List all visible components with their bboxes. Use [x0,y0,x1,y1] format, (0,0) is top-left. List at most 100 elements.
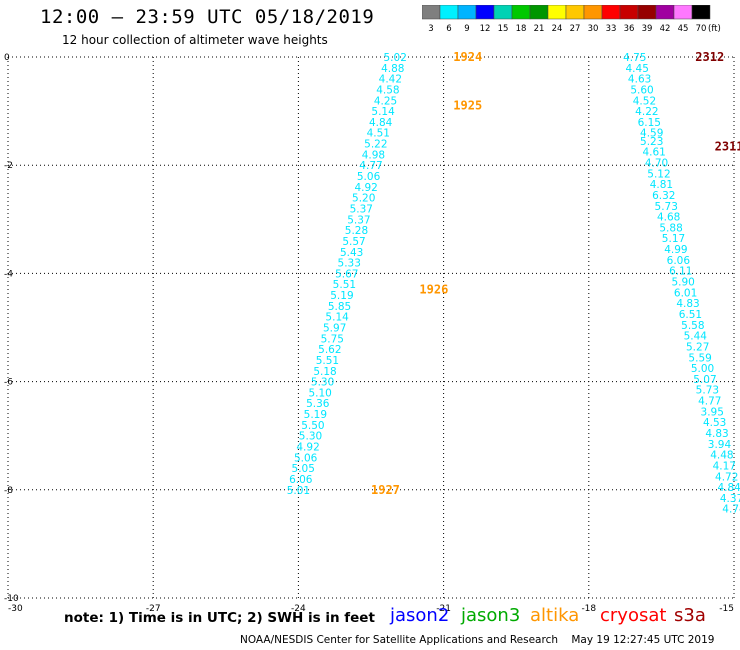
y-tick-label: -10 [4,594,19,604]
x-tick-label: -24 [291,604,306,614]
x-tick-label: -15 [719,604,734,614]
wave-height-value: 3.95 [701,406,724,418]
wave-height-value: 4.68 [657,212,680,224]
wave-height-value: 5.05 [292,463,315,475]
x-tick-label: -18 [581,604,596,614]
wave-height-value: 5.43 [340,247,363,259]
wave-height-value: 4.99 [664,244,687,256]
color-level-label: 36 [624,24,635,33]
wave-height-value: 4.75 [623,52,646,64]
color-level-label: 15 [498,24,509,33]
wave-height-value: 5.00 [691,363,714,375]
wave-height-value: 6.51 [679,309,702,321]
wave-height-value: 4.22 [635,106,658,118]
wave-height-value: 6.15 [638,117,661,129]
wave-height-value: 4.52 [633,95,656,107]
x-tick-label: -27 [146,604,161,614]
color-level-label: 9 [464,24,469,33]
legend-jason2: jason2 [390,605,450,626]
wave-height-value: 5.12 [647,168,670,180]
wave-height-value: 5.97 [323,323,346,335]
wave-height-value: 6.06 [667,255,691,267]
wave-height-value: 4.17 [713,460,736,472]
wave-height-value: 5.37 [350,203,373,215]
time-label: 1927 [371,483,400,497]
wave-height-value: 4.74 [722,504,740,516]
wave-height-value: 6.01 [674,287,697,299]
wave-height-value: 4.59 [640,128,663,140]
wave-height-value: 4.83 [705,428,728,440]
wave-height-value: 4.45 [626,63,649,75]
wave-height-value: 4.98 [362,149,385,161]
wave-height-value: 5.44 [684,331,708,343]
wave-height-value: 5.60 [630,84,653,96]
wave-height-value: 5.01 [287,485,310,497]
legend-altika: altika [530,605,580,626]
x-tick-label: -21 [436,604,451,614]
wave-height-value: 5.51 [316,355,339,367]
color-level-label: 6 [446,24,451,33]
wave-height-value: 4.88 [381,63,404,75]
wave-height-value: 4.83 [676,298,699,310]
wave-height-value: 4.77 [698,396,721,408]
wave-height-value: 4.81 [650,179,673,191]
wave-height-value: 5.62 [318,344,341,356]
wave-height-value: 5.23 [640,136,663,148]
wave-height-value: 5.30 [311,377,334,389]
wave-height-value: 5.88 [659,222,682,234]
wave-height-value: 5.14 [325,312,349,324]
wave-height-value: 5.57 [342,236,365,248]
wave-height-value: 5.67 [335,268,358,280]
y-tick-label: -6 [4,378,13,388]
wave-height-value: 5.30 [299,431,322,443]
wave-height-value: 4.42 [379,74,402,86]
wave-height-value: 4.61 [642,147,665,159]
wave-height-value: 5.50 [301,420,324,432]
legend-cryosat: cryosat [600,605,667,626]
wave-height-value: 5.73 [696,385,719,397]
wave-height-value: 5.36 [306,398,330,410]
time-label: 1926 [419,283,448,297]
color-level-label: 12 [480,24,491,33]
color-scale-legend: 3 6 9 12 15 18 21 24 27 30 33 36 39 42 45 70 (ft) [422,5,721,33]
credit-line: NOAA/NESDIS Center for Satellite Applica… [240,634,715,646]
y-tick-label: -4 [4,269,13,279]
color-level-label: 18 [516,24,527,33]
time-label: 1925 [453,99,482,113]
color-level-label: 3 [428,24,433,33]
wave-height-value: 5.07 [693,374,716,386]
wave-height-value: 5.18 [313,366,336,378]
wave-height-value: 4.92 [296,442,319,454]
color-level-label: 30 [588,24,599,33]
wave-height-value: 4.48 [710,450,733,462]
y-tick-label: -2 [4,161,13,171]
time-label: 1924 [453,50,482,64]
wave-height-value: 4.77 [359,160,382,172]
wave-height-value: 4.51 [367,128,390,140]
wave-height-value: 5.06 [294,452,318,464]
wave-height-value: 4.58 [376,84,399,96]
wave-height-value: 5.58 [681,320,704,332]
footnote: note: 1) Time is in UTC; 2) SWH is in fe… [64,610,375,626]
time-label: 2311 [715,139,740,153]
color-swatch [691,5,711,20]
color-level-label: 24 [552,24,563,33]
color-unit-label: (ft) [708,24,721,33]
legend-s3a: s3a [674,605,706,626]
y-tick-label: 0 [4,53,10,63]
wave-height-value: 5.22 [364,139,387,151]
color-level-label: 42 [660,24,671,33]
wave-height-value: 5.06 [357,171,381,183]
wave-height-value: 5.51 [333,279,356,291]
chart-title: 12:00 – 23:59 UTC 05/18/2019 [40,6,375,28]
color-level-label: 21 [534,24,545,33]
legend-jason3: jason3 [461,605,521,626]
wave-height-value: 5.19 [330,290,353,302]
wave-height-value: 6.06 [289,474,313,486]
chart-subtitle: 12 hour collection of altimeter wave hei… [62,33,328,47]
wave-height-value: 6.11 [669,266,692,278]
wave-height-value: 5.75 [321,333,344,345]
wave-height-value: 4.70 [645,157,668,169]
wave-height-value: 5.14 [371,106,395,118]
